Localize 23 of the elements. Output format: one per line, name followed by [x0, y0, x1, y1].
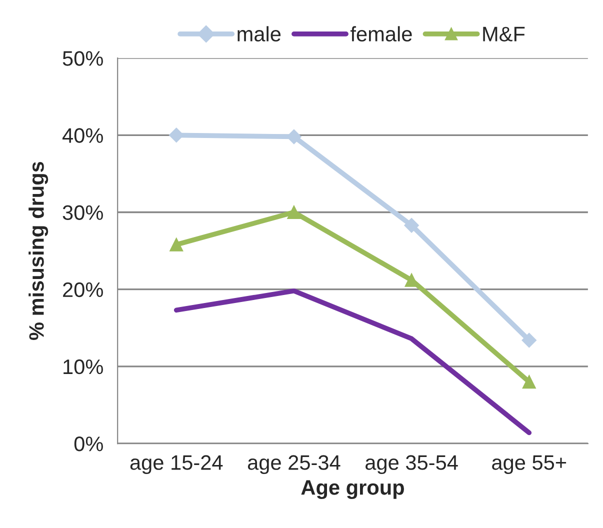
point: [404, 218, 419, 233]
point: [287, 205, 301, 220]
y-tick-label: 20%: [63, 282, 103, 298]
legend-label: male: [238, 26, 281, 42]
line-series: [174, 288, 532, 436]
x-tick-label: age 55+: [492, 455, 566, 474]
point: [170, 238, 184, 252]
x-tick-label: age 35-54: [366, 455, 458, 474]
y-tick-label: 30%: [62, 205, 103, 220]
x-tick-label: age 15-24: [130, 455, 223, 474]
y-axis-title: % misusing drugs: [28, 162, 48, 340]
y-tick-label: 50%: [62, 51, 103, 66]
point: [168, 128, 184, 143]
point: [522, 332, 537, 348]
legend-label: M&F: [483, 26, 525, 42]
point: [286, 129, 302, 144]
x-tick-label: age 25-34: [248, 455, 340, 474]
x-axis-title: Age group: [301, 480, 404, 500]
y-tick-label: 10%: [64, 359, 103, 374]
y-tick-label: 0%: [74, 436, 103, 452]
point: [522, 375, 536, 389]
legend-label: female: [350, 26, 412, 42]
y-tick-label: 40%: [62, 128, 103, 143]
